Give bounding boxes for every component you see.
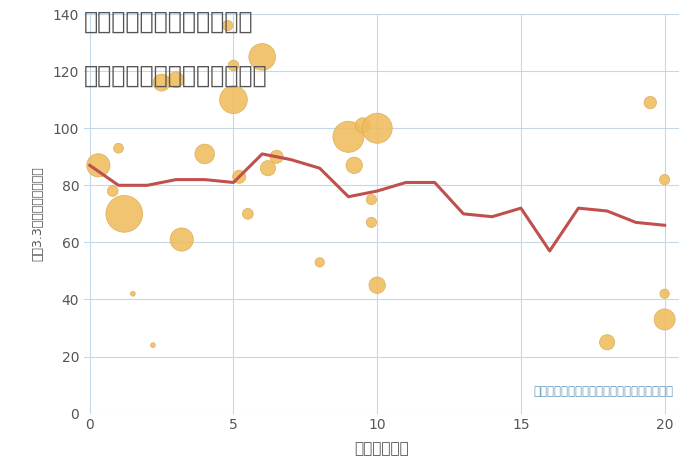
Text: 三重県津市久居小野辺町の: 三重県津市久居小野辺町の bbox=[84, 9, 253, 33]
Point bbox=[127, 290, 139, 298]
Point bbox=[222, 22, 233, 29]
Point bbox=[343, 133, 354, 141]
Point bbox=[257, 53, 268, 61]
Point bbox=[659, 290, 670, 298]
Point bbox=[228, 62, 239, 69]
Point bbox=[242, 210, 253, 218]
Point bbox=[148, 341, 159, 349]
Point bbox=[93, 162, 104, 169]
Point bbox=[234, 173, 245, 180]
Point bbox=[199, 150, 210, 158]
Text: 円の大きさは、取引のあった物件面積を示す: 円の大きさは、取引のあった物件面積を示す bbox=[533, 384, 673, 398]
Point bbox=[357, 122, 368, 129]
Point bbox=[107, 187, 118, 195]
Point bbox=[372, 282, 383, 289]
X-axis label: 駅距離（分）: 駅距離（分） bbox=[354, 441, 409, 456]
Point bbox=[228, 96, 239, 103]
Y-axis label: 坪（3.3㎡）単価（万円）: 坪（3.3㎡）単価（万円） bbox=[32, 166, 44, 261]
Point bbox=[366, 196, 377, 204]
Point bbox=[271, 153, 282, 161]
Text: 駅距離別中古マンション価格: 駅距離別中古マンション価格 bbox=[84, 63, 267, 87]
Point bbox=[156, 79, 167, 86]
Point bbox=[170, 76, 181, 84]
Point bbox=[659, 176, 670, 183]
Point bbox=[118, 210, 130, 218]
Point bbox=[113, 144, 124, 152]
Point bbox=[314, 258, 326, 266]
Point bbox=[366, 219, 377, 226]
Point bbox=[176, 236, 188, 243]
Point bbox=[262, 164, 274, 172]
Point bbox=[659, 316, 670, 323]
Point bbox=[372, 125, 383, 132]
Point bbox=[349, 162, 360, 169]
Point bbox=[601, 338, 612, 346]
Point bbox=[645, 99, 656, 106]
